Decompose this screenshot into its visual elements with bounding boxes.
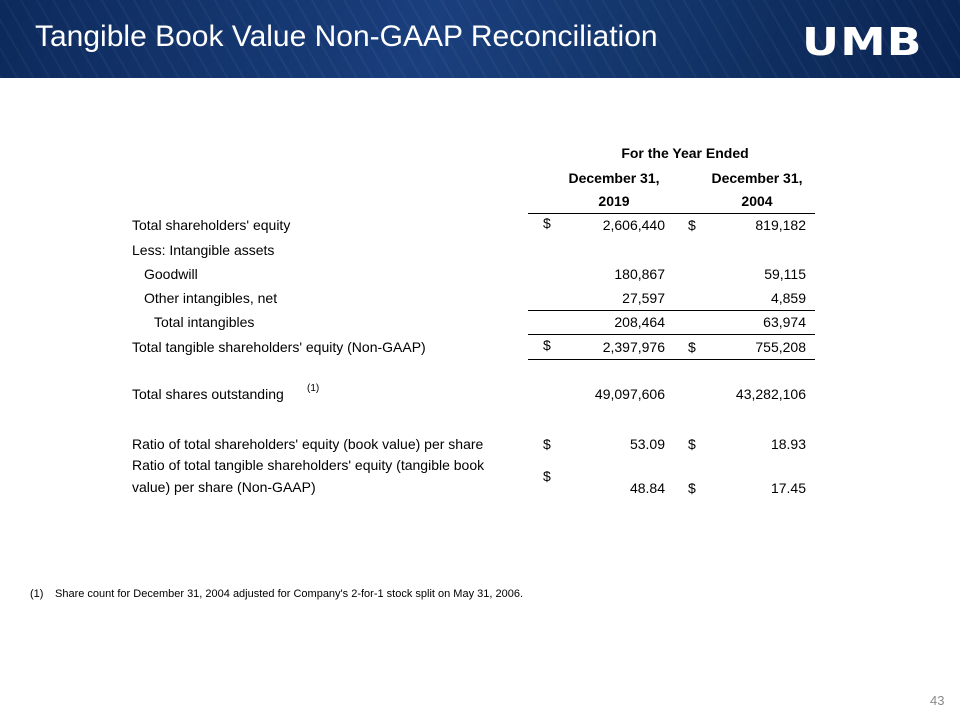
cell-value: 48.84 (629, 480, 665, 496)
logo: UMB (802, 20, 923, 64)
footnote-marker: (1) (30, 588, 44, 600)
currency: $ (543, 468, 551, 484)
cell-value: 18.93 (770, 436, 806, 452)
row-label: Total tangible shareholders' equity (Non… (132, 339, 426, 355)
rule (528, 359, 815, 360)
cell-value: 4,859 (770, 290, 806, 306)
rule (528, 310, 815, 311)
rule (528, 334, 815, 335)
cell-value: 49,097,606 (594, 386, 665, 402)
row-label: Total shareholders' equity (132, 217, 291, 233)
cell-value: 2,606,440 (602, 217, 665, 233)
column-header: December 31, (711, 170, 803, 186)
column-header: 2019 (598, 193, 630, 209)
rule (528, 213, 815, 214)
cell-value: 53.09 (629, 436, 665, 452)
cell-value: 180,867 (614, 266, 665, 282)
cell-value: 755,208 (755, 339, 806, 355)
row-label: Ratio of total shareholders' equity (boo… (132, 436, 484, 452)
currency: $ (688, 436, 696, 452)
column-header: December 31, (568, 170, 660, 186)
page-number: 43 (930, 693, 945, 708)
currency: $ (688, 339, 696, 355)
row-label: Goodwill (144, 266, 198, 282)
cell-value: 2,397,976 (602, 339, 665, 355)
currency: $ (688, 480, 696, 496)
currency: $ (688, 217, 696, 233)
currency: $ (543, 337, 551, 353)
footnote-text: Share count for December 31, 2004 adjust… (55, 588, 524, 600)
period-header: For the Year Ended (621, 145, 749, 161)
row-label: Ratio of total tangible shareholders' eq… (132, 457, 485, 495)
header-band (0, 0, 960, 78)
cell-value: 819,182 (755, 217, 806, 233)
column-header: 2004 (741, 193, 773, 209)
currency: $ (543, 215, 551, 231)
cell-value: 27,597 (622, 290, 665, 306)
row-label: Total shares outstanding (132, 386, 284, 402)
currency: $ (543, 436, 551, 452)
cell-value: 63,974 (763, 314, 806, 330)
note-ref: (1) (307, 383, 320, 394)
row-label: Other intangibles, net (144, 290, 278, 306)
slide-title: Tangible Book Value Non-GAAP Reconciliat… (35, 20, 658, 53)
cell-value: 59,115 (764, 266, 806, 282)
cell-value: 208,464 (614, 314, 665, 330)
cell-value: 43,282,106 (735, 386, 806, 402)
row-label: Total intangibles (154, 314, 255, 330)
row-label: Less: Intangible assets (132, 242, 275, 258)
cell-value: 17.45 (770, 480, 806, 496)
